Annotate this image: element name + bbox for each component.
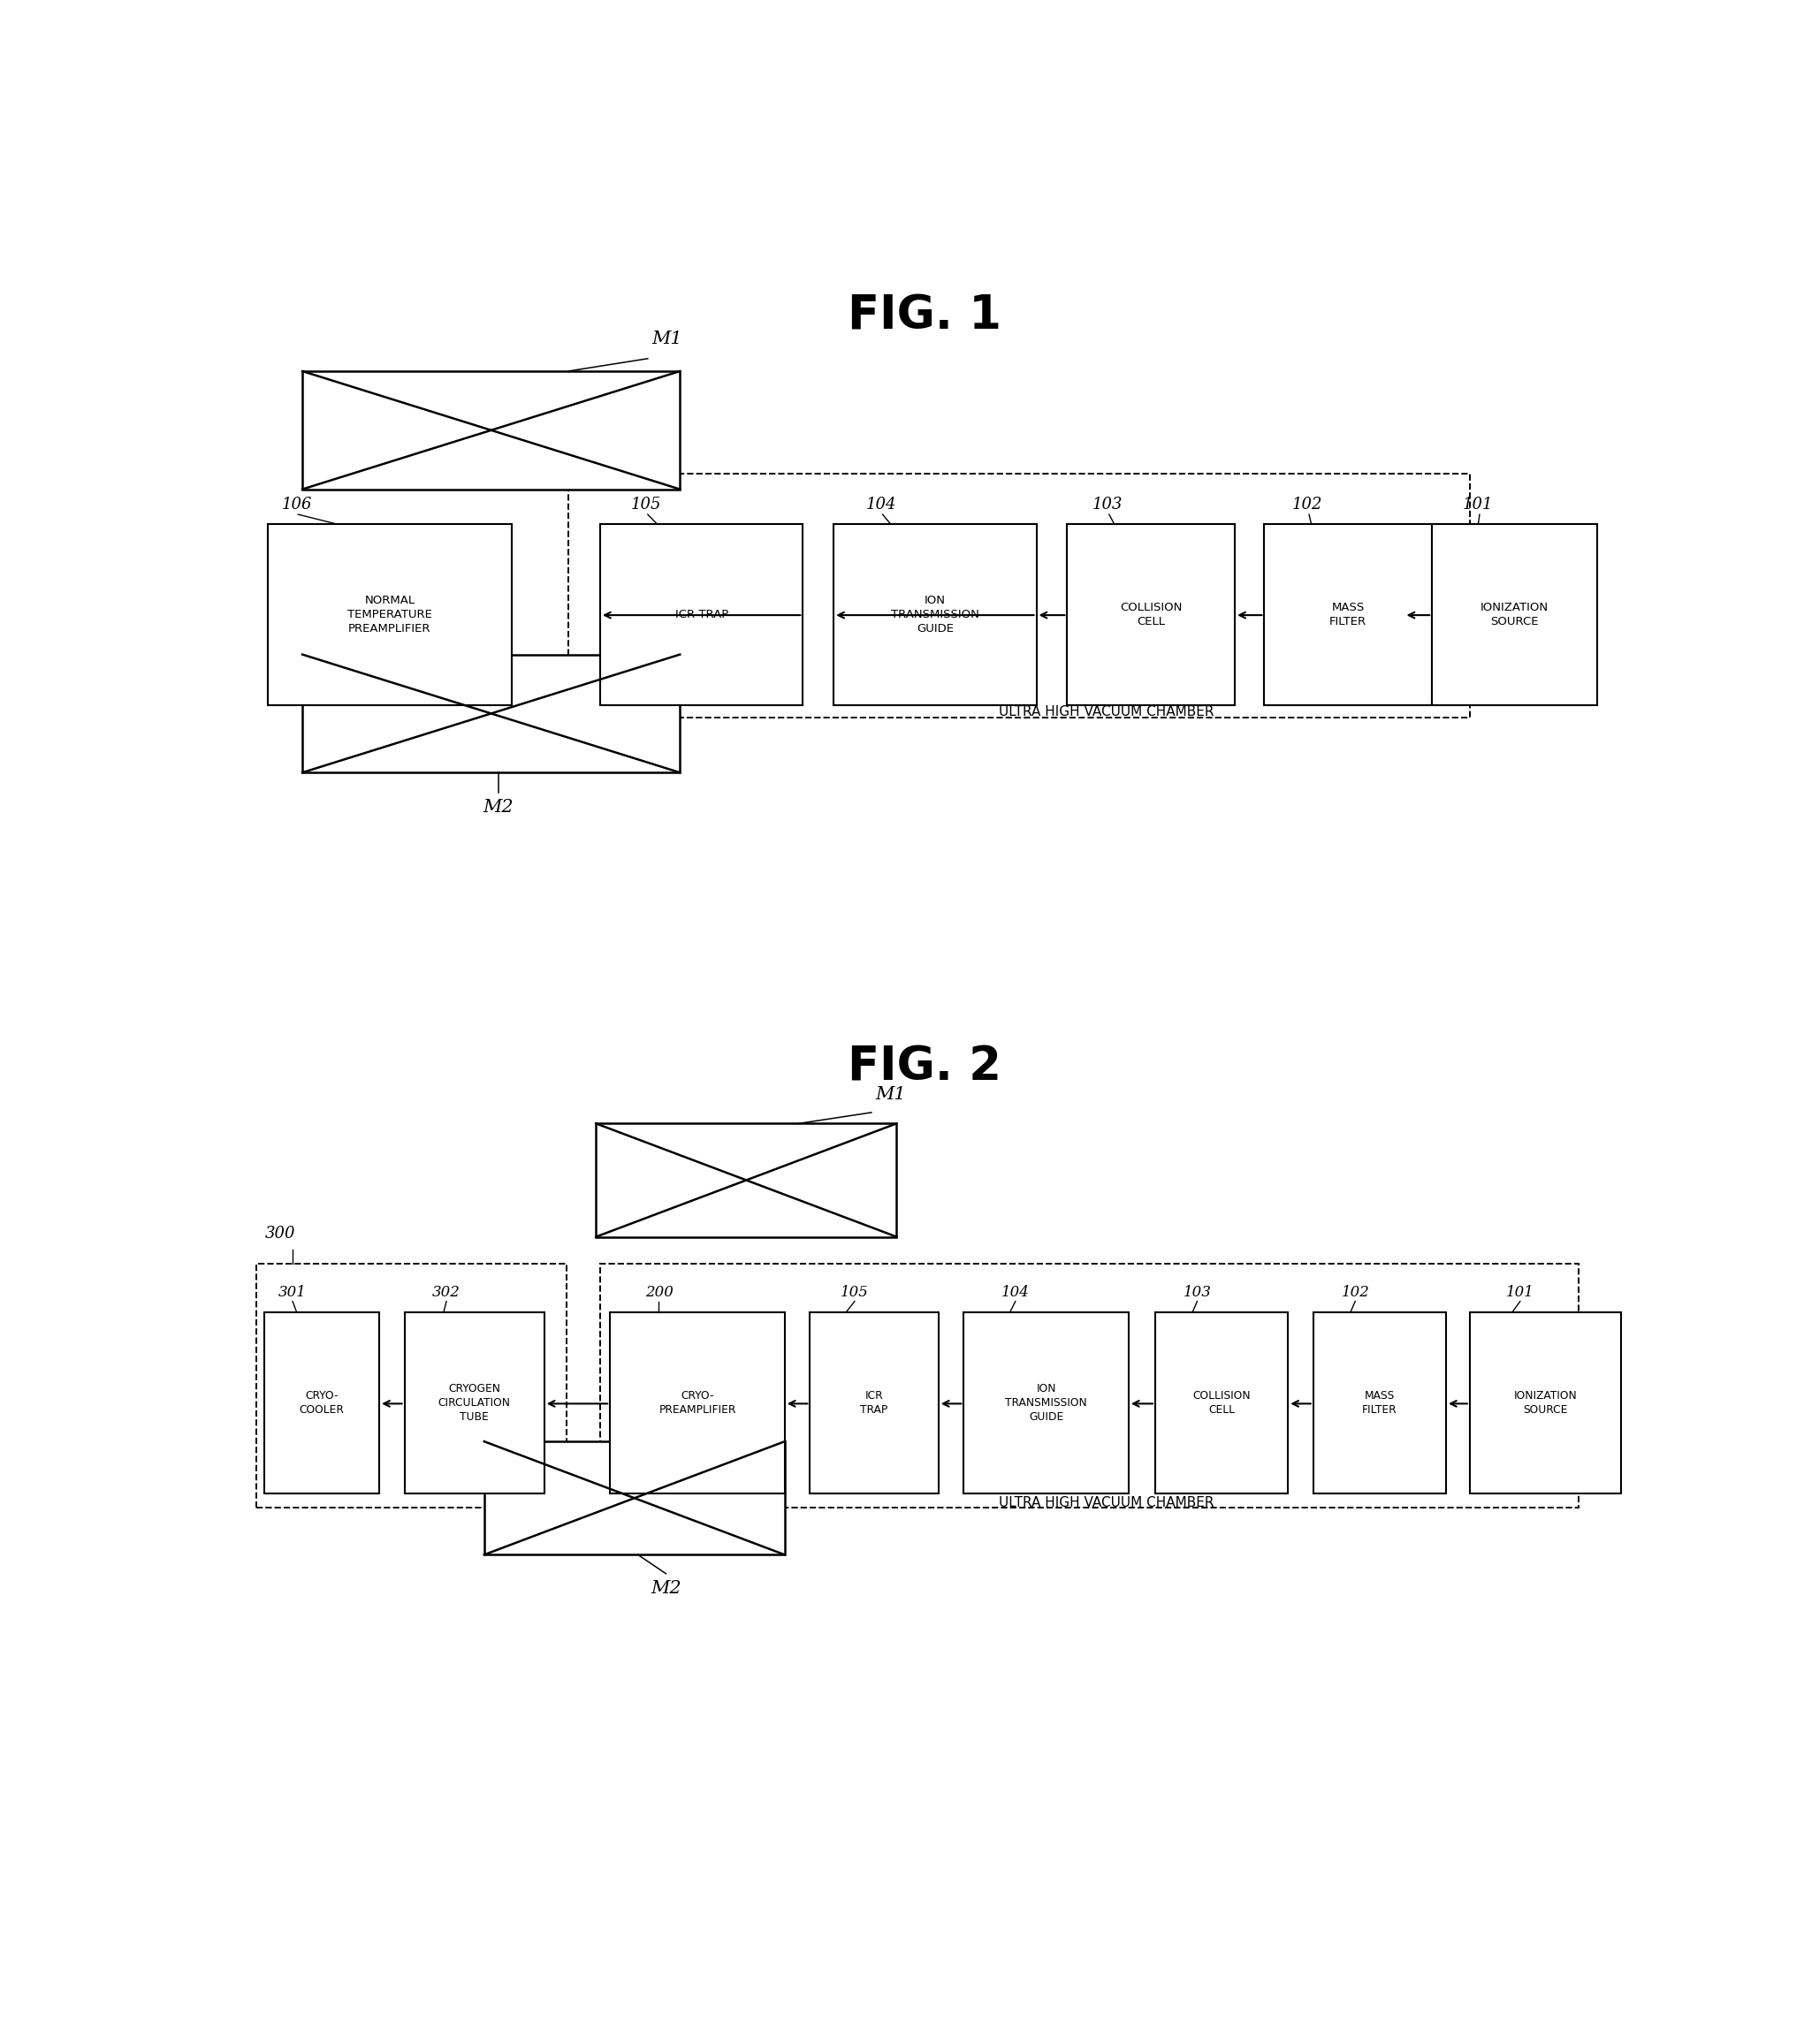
Bar — [483, 1441, 785, 1555]
Text: CRYOGEN
CIRCULATION
TUBE: CRYOGEN CIRCULATION TUBE — [438, 1384, 511, 1423]
Text: M1: M1 — [875, 1085, 906, 1104]
Text: COLLISION
CELL: COLLISION CELL — [1120, 601, 1182, 628]
Text: M2: M2 — [483, 799, 514, 816]
Text: 302: 302 — [433, 1286, 460, 1300]
Bar — [601, 523, 803, 705]
Bar — [303, 372, 680, 489]
Bar — [1432, 523, 1597, 705]
Text: CRYO-
COOLER: CRYO- COOLER — [299, 1390, 345, 1416]
Text: FIG. 1: FIG. 1 — [848, 292, 1001, 339]
Text: 300: 300 — [265, 1226, 296, 1241]
Text: FIG. 2: FIG. 2 — [848, 1044, 1001, 1089]
Text: 102: 102 — [1292, 497, 1322, 513]
Bar — [256, 1263, 566, 1508]
Text: 106: 106 — [281, 497, 312, 513]
Bar — [1068, 523, 1236, 705]
Text: ION
TRANSMISSION
GUIDE: ION TRANSMISSION GUIDE — [891, 595, 980, 634]
Text: CRYO-
PREAMPLIFIER: CRYO- PREAMPLIFIER — [658, 1390, 736, 1416]
Text: 101: 101 — [1506, 1286, 1535, 1300]
Text: 104: 104 — [866, 497, 897, 513]
Bar — [963, 1312, 1129, 1494]
Bar — [265, 1312, 379, 1494]
Text: 103: 103 — [1091, 497, 1122, 513]
Text: M2: M2 — [651, 1580, 682, 1596]
Text: ULTRA HIGH VACUUM CHAMBER: ULTRA HIGH VACUUM CHAMBER — [999, 1496, 1214, 1511]
Text: ION
TRANSMISSION
GUIDE: ION TRANSMISSION GUIDE — [1005, 1384, 1088, 1423]
Text: 104: 104 — [1001, 1286, 1030, 1300]
Text: 200: 200 — [646, 1286, 673, 1300]
Text: 301: 301 — [278, 1286, 307, 1300]
Bar — [267, 523, 512, 705]
Text: ICR TRAP: ICR TRAP — [675, 609, 729, 619]
Bar — [404, 1312, 545, 1494]
Text: M1: M1 — [651, 331, 682, 347]
Bar — [1265, 523, 1432, 705]
Text: ULTRA HIGH VACUUM CHAMBER: ULTRA HIGH VACUUM CHAMBER — [999, 705, 1214, 717]
Bar — [810, 1312, 938, 1494]
Text: 103: 103 — [1183, 1286, 1210, 1300]
Bar — [833, 523, 1035, 705]
Bar — [1313, 1312, 1447, 1494]
Bar — [610, 1312, 785, 1494]
Bar — [1155, 1312, 1288, 1494]
Text: 105: 105 — [631, 497, 662, 513]
Text: ICR
TRAP: ICR TRAP — [861, 1390, 888, 1416]
Text: IONIZATION
SOURCE: IONIZATION SOURCE — [1481, 601, 1548, 628]
Bar — [1470, 1312, 1620, 1494]
Bar — [595, 1124, 897, 1237]
Text: 105: 105 — [841, 1286, 870, 1300]
Text: MASS
FILTER: MASS FILTER — [1362, 1390, 1396, 1416]
Bar — [303, 654, 680, 773]
Bar — [601, 1263, 1578, 1508]
Bar — [568, 474, 1470, 717]
Text: 101: 101 — [1463, 497, 1494, 513]
Text: 102: 102 — [1340, 1286, 1369, 1300]
Text: IONIZATION
SOURCE: IONIZATION SOURCE — [1514, 1390, 1577, 1416]
Text: MASS
FILTER: MASS FILTER — [1330, 601, 1367, 628]
Text: COLLISION
CELL: COLLISION CELL — [1192, 1390, 1250, 1416]
Text: NORMAL
TEMPERATURE
PREAMPLIFIER: NORMAL TEMPERATURE PREAMPLIFIER — [348, 595, 433, 634]
